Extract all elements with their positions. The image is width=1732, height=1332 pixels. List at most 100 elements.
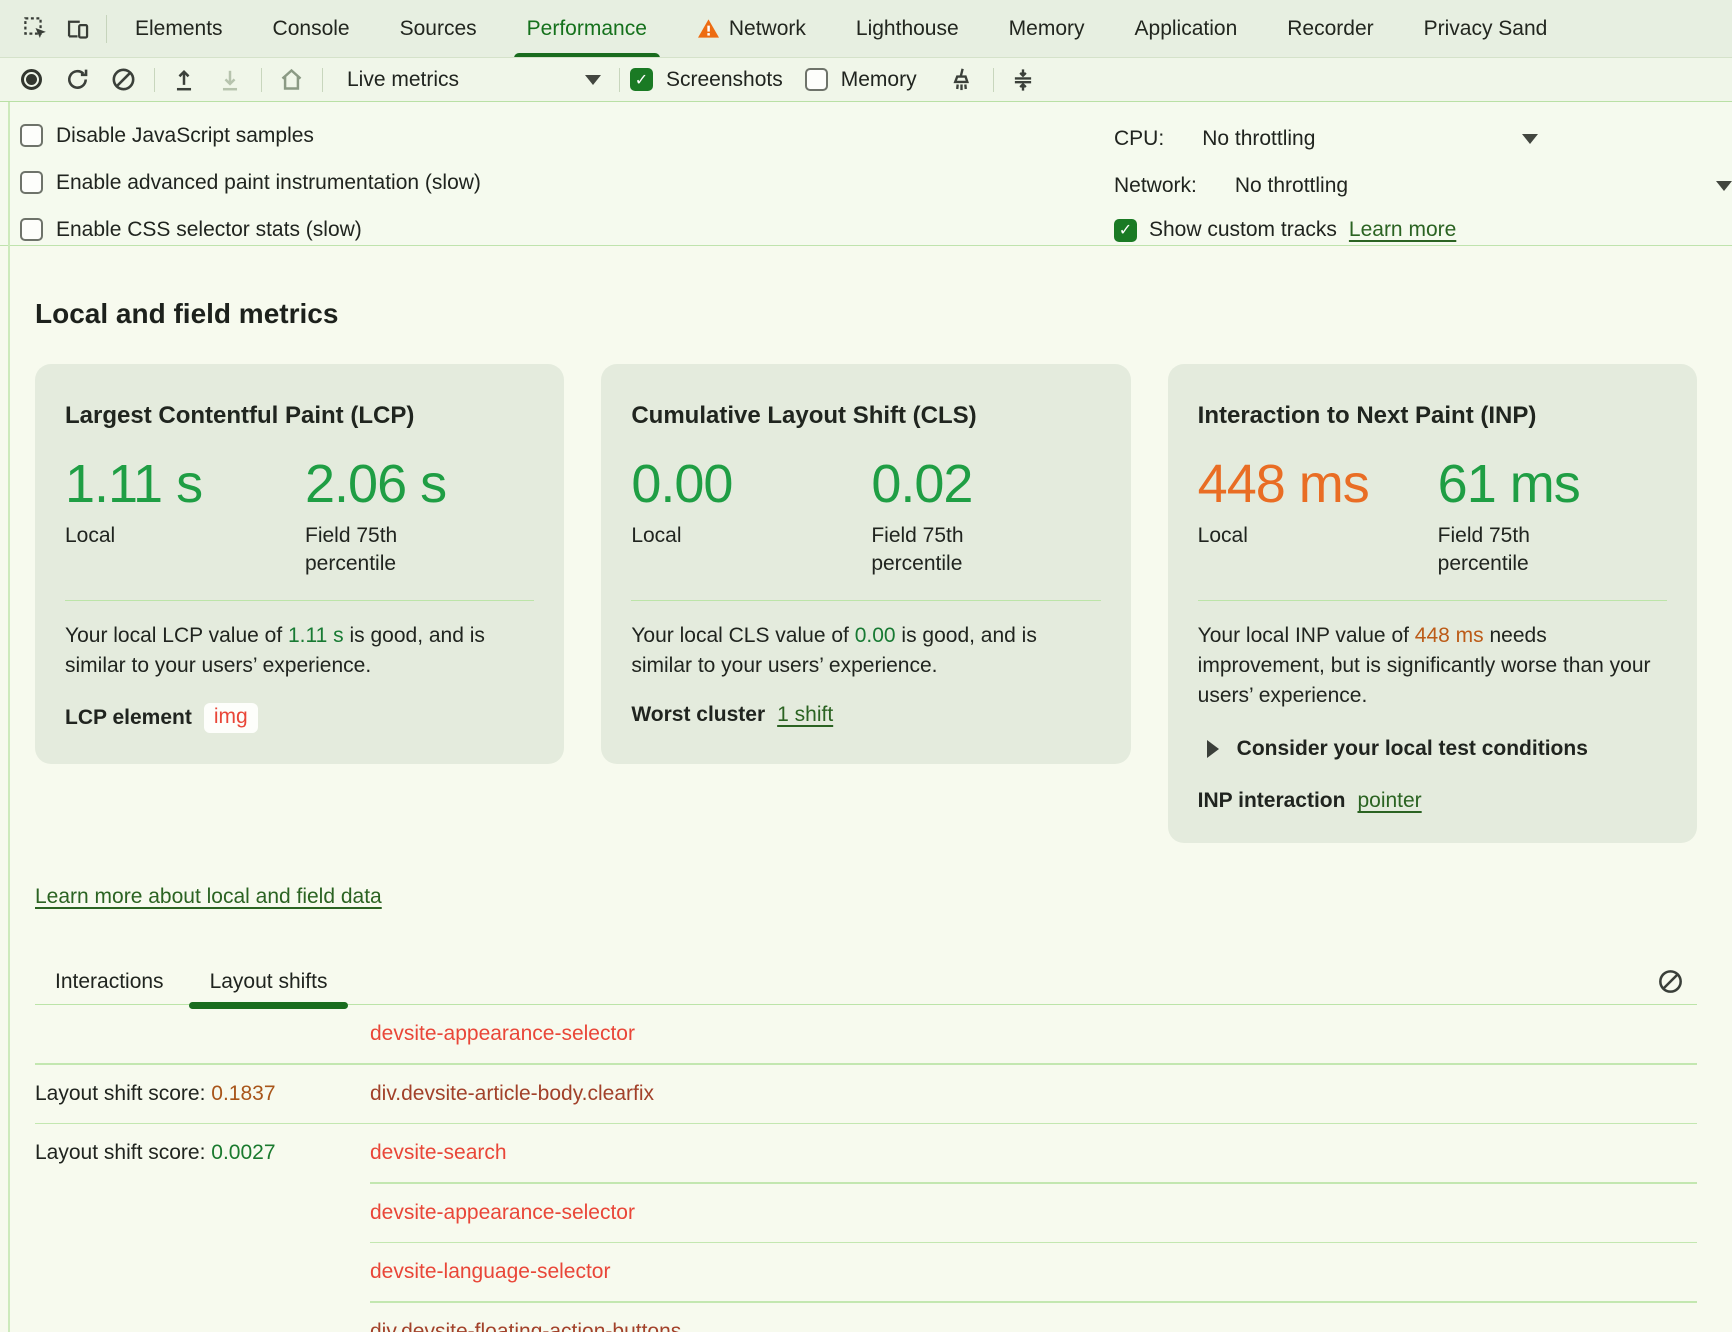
- inp-interaction-link[interactable]: pointer: [1357, 789, 1421, 813]
- cls-card: Cumulative Layout Shift (CLS) 0.00 Local…: [601, 364, 1130, 764]
- tab-console[interactable]: Console: [253, 0, 370, 58]
- lcp-card-title: Largest Contentful Paint (LCP): [65, 402, 534, 430]
- memory-checkbox-row[interactable]: Memory: [805, 68, 917, 92]
- live-metrics-view: Local and field metrics Largest Contentf…: [0, 298, 1732, 1332]
- worst-cluster-link[interactable]: 1 shift: [777, 703, 833, 727]
- lcp-field-column: 2.06 s Field 75th percentile: [305, 454, 446, 578]
- css-selector-stats-row[interactable]: Enable CSS selector stats (slow): [20, 206, 481, 253]
- record-button[interactable]: [12, 62, 50, 98]
- collapse-panel-button[interactable]: [1004, 62, 1042, 98]
- advanced-paint-label: Enable advanced paint instrumentation (s…: [56, 171, 481, 195]
- lcp-field-value: 2.06 s: [305, 454, 446, 514]
- tab-application[interactable]: Application: [1115, 0, 1258, 58]
- page-title: Local and field metrics: [35, 298, 1697, 330]
- save-profile-button[interactable]: [211, 62, 249, 98]
- chevron-down-icon: [585, 75, 601, 85]
- capture-settings-right: CPU: No throttling Network: No throttlin…: [1114, 112, 1732, 245]
- panel-mode-select[interactable]: Live metrics: [333, 68, 615, 92]
- local-test-conditions-expander[interactable]: Consider your local test conditions: [1198, 737, 1667, 761]
- lcp-local-value: 1.11 s: [65, 454, 305, 514]
- layout-shift-row: Layout shift score: 0.1837 div.devsite-a…: [35, 1065, 1697, 1123]
- lcp-element-node-link[interactable]: img: [204, 703, 258, 733]
- divider: [1198, 600, 1667, 601]
- custom-tracks-learn-more-link[interactable]: Learn more: [1349, 218, 1456, 242]
- divider: [106, 15, 107, 43]
- inp-description: Your local INP value of 448 ms needs imp…: [1198, 621, 1667, 711]
- reload-icon: [64, 66, 91, 93]
- lcp-card: Largest Contentful Paint (LCP) 1.11 s Lo…: [35, 364, 564, 764]
- collect-garbage-button[interactable]: [943, 62, 981, 98]
- divider: [993, 68, 994, 92]
- tab-privacy-sandbox[interactable]: Privacy Sand: [1404, 0, 1568, 58]
- shift-score: 0.1837: [211, 1082, 275, 1105]
- advanced-paint-checkbox[interactable]: [20, 171, 43, 194]
- performance-panel-body: Disable JavaScript samples Enable advanc…: [0, 102, 1732, 1332]
- inp-field-column: 61 ms Field 75th percentile: [1438, 454, 1580, 578]
- tab-performance[interactable]: Performance: [507, 0, 667, 58]
- tab-elements[interactable]: Elements: [115, 0, 243, 58]
- network-throttling-select[interactable]: Network: No throttling: [1114, 162, 1732, 209]
- shift-node-link[interactable]: devsite-appearance-selector: [370, 1022, 635, 1046]
- cpu-throttling-select[interactable]: CPU: No throttling: [1114, 115, 1538, 162]
- divider: [322, 68, 323, 92]
- shift-node-link[interactable]: div.devsite-article-body.clearfix: [370, 1082, 654, 1106]
- clear-icon: [110, 66, 137, 93]
- lcp-element-row: LCP element img: [65, 703, 534, 733]
- css-selector-stats-checkbox[interactable]: [20, 218, 43, 241]
- capture-settings-left: Disable JavaScript samples Enable advanc…: [20, 112, 481, 245]
- clear-button[interactable]: [104, 62, 142, 98]
- capture-settings: Disable JavaScript samples Enable advanc…: [0, 102, 1732, 246]
- memory-checkbox[interactable]: [805, 68, 828, 91]
- shift-node-link[interactable]: div.devsite-floating-action-buttons: [370, 1320, 681, 1332]
- inp-local-column: 448 ms Local: [1198, 454, 1438, 578]
- shift-score: 0.0027: [211, 1141, 275, 1164]
- layout-shift-row: devsite-language-selector: [35, 1243, 1697, 1301]
- lcp-element-label: LCP element: [65, 706, 192, 730]
- home-button[interactable]: [272, 62, 310, 98]
- chevron-down-icon: [1716, 181, 1732, 191]
- cls-card-title: Cumulative Layout Shift (CLS): [631, 402, 1100, 430]
- layout-shift-row: div.devsite-floating-action-buttons: [35, 1303, 1697, 1332]
- shift-node-link[interactable]: devsite-language-selector: [370, 1260, 610, 1284]
- custom-tracks-checkbox[interactable]: ✓: [1114, 219, 1137, 242]
- layout-shift-row: devsite-appearance-selector: [35, 1005, 1697, 1063]
- divider: [631, 600, 1100, 601]
- shift-node-link[interactable]: devsite-search: [370, 1141, 507, 1165]
- upload-icon: [171, 67, 197, 93]
- chevron-down-icon: [1522, 134, 1538, 144]
- inp-card-title: Interaction to Next Paint (INP): [1198, 402, 1667, 430]
- cls-field-column: 0.02 Field 75th percentile: [871, 454, 1003, 578]
- tab-interactions[interactable]: Interactions: [55, 959, 164, 1005]
- learn-more-field-data-link[interactable]: Learn more about local and field data: [35, 885, 382, 908]
- tab-network[interactable]: Network: [677, 0, 826, 58]
- cls-local-value: 0.00: [631, 454, 871, 514]
- tab-recorder[interactable]: Recorder: [1267, 0, 1393, 58]
- tab-sources[interactable]: Sources: [380, 0, 497, 58]
- custom-tracks-label: Show custom tracks: [1149, 218, 1337, 242]
- shift-node-link[interactable]: devsite-appearance-selector: [370, 1201, 635, 1225]
- tab-memory[interactable]: Memory: [989, 0, 1105, 58]
- load-profile-button[interactable]: [165, 62, 203, 98]
- tab-lighthouse[interactable]: Lighthouse: [836, 0, 979, 58]
- reload-and-record-button[interactable]: [58, 62, 96, 98]
- screenshots-checkbox-row[interactable]: ✓ Screenshots: [630, 68, 783, 92]
- inp-card: Interaction to Next Paint (INP) 448 ms L…: [1168, 364, 1697, 843]
- advanced-paint-row[interactable]: Enable advanced paint instrumentation (s…: [20, 159, 481, 206]
- local-test-conditions-label: Consider your local test conditions: [1237, 737, 1588, 761]
- broom-icon: [948, 66, 975, 93]
- home-icon: [278, 66, 305, 93]
- memory-label: Memory: [841, 68, 917, 92]
- clear-log-button[interactable]: [1653, 965, 1687, 999]
- screenshots-label: Screenshots: [666, 68, 783, 92]
- disable-js-samples-checkbox[interactable]: [20, 124, 43, 147]
- device-toolbar-icon[interactable]: [56, 8, 98, 50]
- cls-worst-cluster-row: Worst cluster 1 shift: [631, 703, 1100, 727]
- layout-shift-row: Layout shift score: 0.0027 devsite-searc…: [35, 1124, 1697, 1182]
- lcp-local-column: 1.11 s Local: [65, 454, 305, 578]
- divider: [65, 600, 534, 601]
- disable-js-samples-row[interactable]: Disable JavaScript samples: [20, 112, 481, 159]
- inspect-icon[interactable]: [14, 8, 56, 50]
- download-icon: [217, 67, 243, 93]
- screenshots-checkbox[interactable]: ✓: [630, 68, 653, 91]
- tab-layout-shifts[interactable]: Layout shifts: [210, 959, 328, 1005]
